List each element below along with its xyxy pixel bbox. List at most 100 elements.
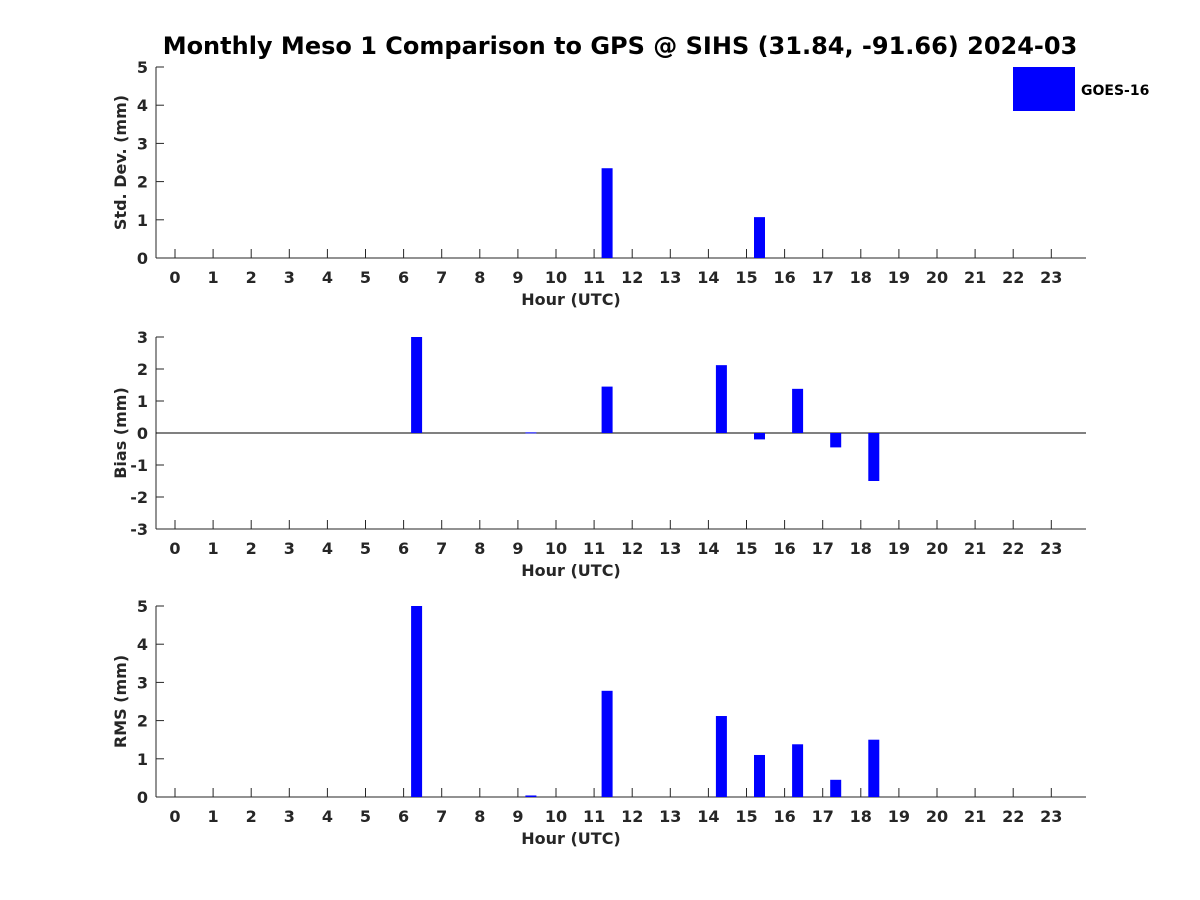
y-tick-label: 4 bbox=[137, 635, 148, 654]
x-axis-label: Hour (UTC) bbox=[521, 561, 621, 580]
x-tick-label: 8 bbox=[474, 539, 485, 558]
x-tick-label: 11 bbox=[583, 539, 605, 558]
y-tick-label: 2 bbox=[137, 173, 148, 192]
x-tick-label: 4 bbox=[322, 268, 333, 287]
x-tick-label: 18 bbox=[850, 268, 872, 287]
x-tick-label: 20 bbox=[926, 268, 948, 287]
x-tick-label: 16 bbox=[773, 268, 795, 287]
x-tick-label: 15 bbox=[735, 539, 757, 558]
x-tick-label: 22 bbox=[1002, 539, 1024, 558]
x-tick-label: 8 bbox=[474, 268, 485, 287]
x-tick-label: 4 bbox=[322, 807, 333, 826]
x-tick-label: 8 bbox=[474, 807, 485, 826]
x-tick-label: 19 bbox=[888, 807, 910, 826]
x-tick-label: 2 bbox=[246, 268, 257, 287]
y-tick-label: 1 bbox=[137, 750, 148, 769]
x-tick-label: 9 bbox=[512, 807, 523, 826]
x-tick-label: 13 bbox=[659, 539, 681, 558]
y-axis-label: Bias (mm) bbox=[111, 387, 130, 479]
x-tick-label: 0 bbox=[169, 807, 180, 826]
x-tick-label: 16 bbox=[773, 539, 795, 558]
bar bbox=[601, 168, 613, 258]
x-tick-label: 22 bbox=[1002, 807, 1024, 826]
bar bbox=[868, 433, 880, 481]
y-tick-label: 0 bbox=[137, 249, 148, 268]
x-tick-label: 3 bbox=[284, 539, 295, 558]
y-tick-label: -1 bbox=[130, 456, 148, 475]
x-tick-label: 0 bbox=[169, 539, 180, 558]
x-tick-label: 14 bbox=[697, 807, 719, 826]
x-axis-label: Hour (UTC) bbox=[521, 290, 621, 309]
x-tick-label: 9 bbox=[512, 539, 523, 558]
x-tick-label: 3 bbox=[284, 807, 295, 826]
bar bbox=[754, 217, 765, 258]
x-tick-label: 5 bbox=[360, 807, 371, 826]
x-tick-label: 2 bbox=[246, 807, 257, 826]
bar bbox=[754, 433, 765, 440]
x-tick-label: 9 bbox=[512, 268, 523, 287]
bar bbox=[525, 795, 537, 797]
x-tick-label: 6 bbox=[398, 539, 409, 558]
legend-label: GOES-16 bbox=[1081, 83, 1149, 99]
x-tick-label: 21 bbox=[964, 807, 986, 826]
x-tick-label: 15 bbox=[735, 268, 757, 287]
x-tick-label: 17 bbox=[812, 807, 834, 826]
x-tick-label: 14 bbox=[697, 539, 719, 558]
y-tick-label: 3 bbox=[137, 134, 148, 153]
x-tick-label: 12 bbox=[621, 268, 643, 287]
y-tick-label: 0 bbox=[137, 788, 148, 807]
x-tick-label: 18 bbox=[850, 539, 872, 558]
x-tick-label: 17 bbox=[812, 268, 834, 287]
x-tick-label: 23 bbox=[1040, 539, 1062, 558]
x-tick-label: 6 bbox=[398, 268, 409, 287]
y-tick-label: 1 bbox=[137, 392, 148, 411]
bar bbox=[792, 744, 804, 797]
x-tick-label: 23 bbox=[1040, 807, 1062, 826]
y-axis-label: Std. Dev. (mm) bbox=[111, 95, 130, 230]
x-tick-label: 7 bbox=[436, 539, 447, 558]
figure-title: Monthly Meso 1 Comparison to GPS @ SIHS … bbox=[163, 32, 1078, 60]
x-tick-label: 20 bbox=[926, 539, 948, 558]
y-tick-label: 2 bbox=[137, 360, 148, 379]
x-tick-label: 0 bbox=[169, 268, 180, 287]
x-tick-label: 2 bbox=[246, 539, 257, 558]
x-tick-label: 18 bbox=[850, 807, 872, 826]
x-tick-label: 7 bbox=[436, 807, 447, 826]
y-tick-label: 4 bbox=[137, 96, 148, 115]
bar bbox=[830, 779, 842, 797]
x-tick-label: 10 bbox=[545, 539, 567, 558]
x-tick-label: 13 bbox=[659, 807, 681, 826]
y-tick-label: 1 bbox=[137, 211, 148, 230]
legend-swatch bbox=[1013, 67, 1075, 111]
x-tick-label: 17 bbox=[812, 539, 834, 558]
y-tick-label: 0 bbox=[137, 424, 148, 443]
x-tick-label: 1 bbox=[208, 539, 219, 558]
bar bbox=[411, 337, 423, 433]
x-tick-label: 22 bbox=[1002, 268, 1024, 287]
y-tick-label: 3 bbox=[137, 673, 148, 692]
y-tick-label: 2 bbox=[137, 712, 148, 731]
bar bbox=[411, 606, 423, 797]
x-axis-label: Hour (UTC) bbox=[521, 829, 621, 848]
x-tick-label: 11 bbox=[583, 268, 605, 287]
x-tick-label: 15 bbox=[735, 807, 757, 826]
x-tick-label: 21 bbox=[964, 268, 986, 287]
x-tick-label: 7 bbox=[436, 268, 447, 287]
x-tick-label: 1 bbox=[208, 268, 219, 287]
y-tick-label: 5 bbox=[137, 597, 148, 616]
bar bbox=[830, 433, 842, 448]
x-tick-label: 21 bbox=[964, 539, 986, 558]
bar bbox=[754, 754, 765, 797]
x-tick-label: 5 bbox=[360, 539, 371, 558]
x-tick-label: 5 bbox=[360, 268, 371, 287]
y-tick-label: -3 bbox=[130, 520, 148, 539]
bar bbox=[868, 739, 880, 797]
x-tick-label: 20 bbox=[926, 807, 948, 826]
bar bbox=[715, 716, 727, 797]
x-tick-label: 23 bbox=[1040, 268, 1062, 287]
